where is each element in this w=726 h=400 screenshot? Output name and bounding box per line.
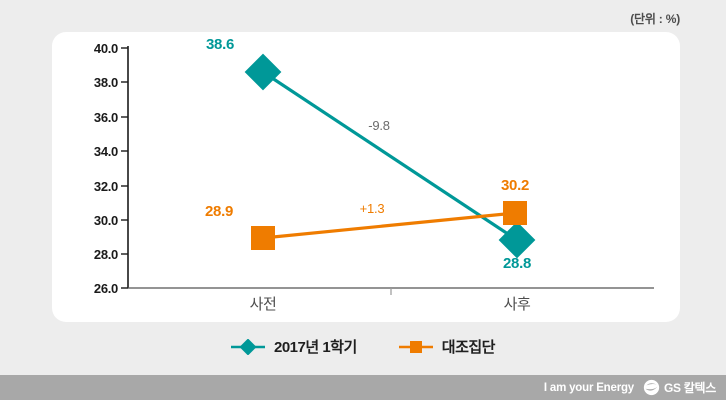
legend-marker-diamond-icon <box>231 338 265 355</box>
legend-label-control-group: 대조집단 <box>441 339 496 356</box>
data-label-control-before: 28.9 <box>205 203 233 220</box>
y-axis-ticks <box>121 47 128 289</box>
y-tick-label-38: 38.0 <box>93 75 118 90</box>
data-point-2017-1st-semester-after <box>498 221 536 259</box>
legend-item-2017-1st-semester[interactable]: 2017년 1학기 <box>231 336 357 357</box>
data-point-2017-1st-semester-before <box>244 53 282 91</box>
series-line-control-group <box>262 211 516 240</box>
data-label-2017-after: 28.8 <box>503 255 531 272</box>
legend-label-2017-1st-semester: 2017년 1학기 <box>274 339 357 356</box>
chart-legend: 2017년 1학기 대조집단 <box>0 336 726 357</box>
y-tick-label-36: 36.0 <box>93 110 118 125</box>
footer-branding: I am your Energy GS 칼텍스 <box>544 375 716 400</box>
legend-marker-square-icon <box>398 340 433 353</box>
delta-label-control: +1.3 <box>359 201 385 216</box>
chart-card <box>52 32 680 322</box>
y-tick-label-32: 32.0 <box>93 179 118 194</box>
gs-caltex-swoosh-icon <box>643 379 660 396</box>
y-tick-label-40: 40.0 <box>93 41 118 56</box>
data-label-2017-before: 38.6 <box>206 36 234 53</box>
footer-tagline: I am your Energy <box>543 381 634 394</box>
brand-name: GS 칼텍스 <box>664 381 716 395</box>
y-tick-label-30: 30.0 <box>93 213 118 228</box>
y-tick-label-34: 34.0 <box>93 144 118 159</box>
data-label-control-after: 30.2 <box>501 177 529 194</box>
legend-item-control-group[interactable]: 대조집단 <box>398 336 496 357</box>
brand-logo: GS 칼텍스 <box>643 379 716 396</box>
y-tick-label-28: 28.0 <box>93 247 118 262</box>
unit-note: (단위 : %) <box>630 12 680 26</box>
series-line-2017-1st-semester <box>262 70 518 242</box>
line-chart: 40.0 38.0 36.0 34.0 32.0 30.0 28.0 26.0 … <box>93 36 654 313</box>
y-tick-label-26: 26.0 <box>93 281 118 296</box>
x-tick-label-before: 사전 <box>249 296 277 313</box>
delta-label-2017: -9.8 <box>368 118 390 133</box>
footer-bar: I am your Energy GS 칼텍스 <box>0 375 726 400</box>
data-point-control-group-before <box>251 226 275 250</box>
data-point-control-group-after <box>503 201 527 225</box>
x-tick-label-after: 사후 <box>503 296 531 313</box>
chart-canvas <box>121 46 654 295</box>
